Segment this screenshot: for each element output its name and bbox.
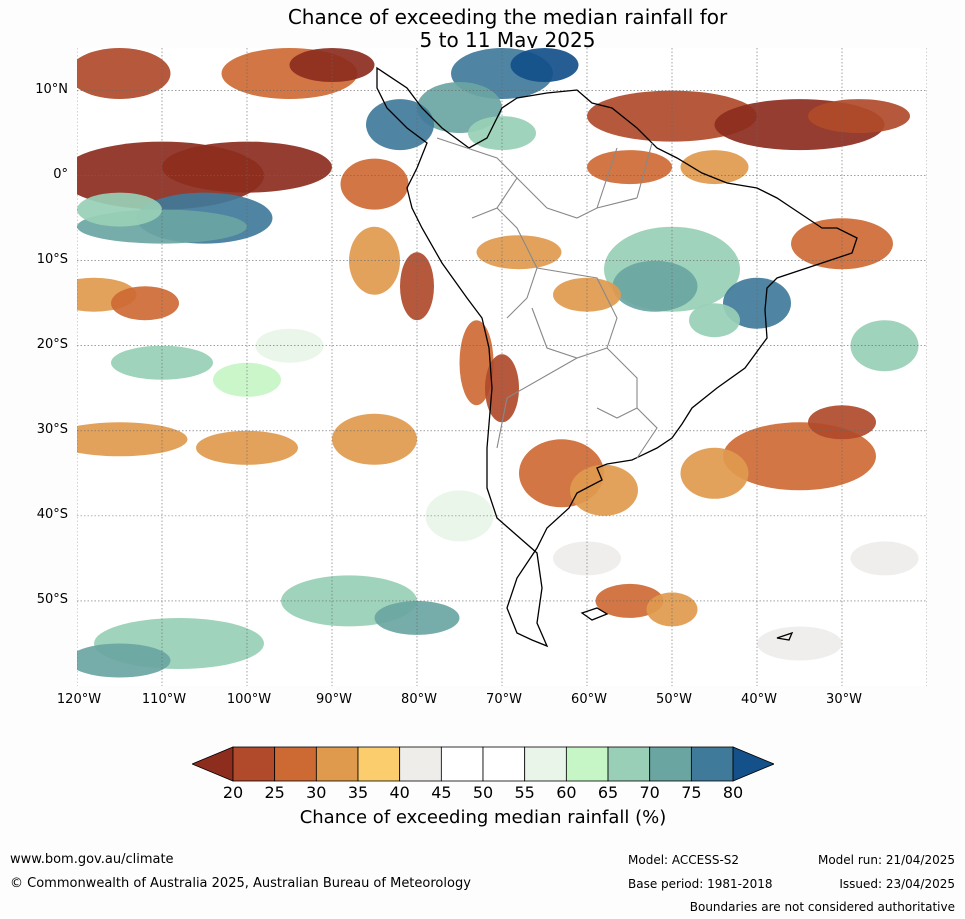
rainfall-patch bbox=[612, 260, 698, 312]
lat-label-10s: 10°S bbox=[36, 252, 68, 267]
rainfall-patch bbox=[689, 303, 740, 338]
rainfall-patch bbox=[77, 48, 171, 99]
colorbar-tick-label: 65 bbox=[597, 783, 619, 802]
rainfall-patch bbox=[680, 447, 749, 499]
lat-label-20s: 20°S bbox=[36, 337, 68, 352]
colorbar-segment bbox=[357, 746, 401, 782]
rainfall-patch bbox=[111, 286, 179, 321]
lat-label-0: 0° bbox=[53, 167, 68, 182]
footer-website[interactable]: www.bom.gov.au/climate bbox=[10, 852, 174, 867]
rainfall-patch bbox=[570, 464, 638, 516]
rainfall-patch bbox=[723, 422, 876, 491]
rainfall-patch bbox=[476, 235, 562, 270]
rainfall-patch bbox=[808, 99, 910, 134]
footer-disclaimer: Boundaries are not considered authoritat… bbox=[689, 900, 955, 914]
rainfall-patch bbox=[680, 150, 749, 185]
rainfall-patch bbox=[374, 600, 460, 635]
colorbar-segment bbox=[607, 746, 651, 782]
footer-copyright: © Commonwealth of Australia 2025, Austra… bbox=[10, 876, 471, 891]
colorbar-segment bbox=[524, 746, 567, 782]
colorbar-low-arrow bbox=[192, 746, 234, 782]
colorbar-segment bbox=[690, 746, 734, 782]
rainfall-patch bbox=[340, 158, 409, 210]
title-line-1: Chance of exceeding the median rainfall … bbox=[287, 5, 728, 29]
footer-model-run: Model run: 21/04/2025 bbox=[817, 853, 955, 867]
rainfall-patch bbox=[757, 626, 842, 661]
colorbar-segment bbox=[565, 746, 609, 782]
lon-label-30w: 30°W bbox=[826, 692, 862, 707]
colorbar-tick-label: 35 bbox=[347, 783, 369, 802]
colorbar-label: Chance of exceeding median rainfall (%) bbox=[299, 807, 667, 828]
rainfall-patch bbox=[510, 48, 579, 82]
rainfall-patch bbox=[77, 643, 171, 678]
title-line-2: 5 to 11 May 2025 bbox=[419, 28, 596, 52]
colorbar-tick-label: 75 bbox=[681, 783, 702, 802]
footer-model: Model: ACCESS-S2 bbox=[628, 853, 740, 867]
colorbar-segment bbox=[482, 746, 526, 782]
footer-base-period: Base period: 1981-2018 bbox=[628, 877, 773, 891]
rainfall-patch bbox=[77, 192, 162, 227]
lon-label-100w: 100°W bbox=[226, 692, 272, 707]
rainfall-patch bbox=[553, 277, 621, 312]
colorbar-segment bbox=[649, 746, 692, 782]
colorbar-tick-label: 50 bbox=[472, 783, 494, 802]
rainfall-patch bbox=[111, 345, 213, 380]
rainfall-patch bbox=[791, 218, 893, 270]
lon-label-50w: 50°W bbox=[656, 692, 692, 707]
rainfall-patch bbox=[459, 320, 494, 406]
colorbar-tick-label: 45 bbox=[431, 783, 452, 802]
lon-label-80w: 80°W bbox=[401, 692, 437, 707]
rainfall-patch bbox=[850, 320, 919, 372]
rainfall-patch bbox=[255, 328, 324, 363]
footer-issued: Issued: 23/04/2025 bbox=[839, 877, 955, 891]
colorbar-tick-label: 30 bbox=[306, 783, 327, 802]
rainfall-patch bbox=[850, 541, 919, 576]
colorbar-segment bbox=[315, 746, 359, 782]
falkland-islands bbox=[580, 607, 609, 621]
colorbar-tick-label: 55 bbox=[514, 783, 535, 802]
rainfall-patch bbox=[77, 422, 188, 457]
lon-label-90w: 90°W bbox=[316, 692, 352, 707]
rainfall-patch bbox=[587, 90, 757, 142]
rainfall-patch bbox=[808, 405, 876, 440]
rainfall-patch bbox=[289, 48, 375, 82]
rainfall-map-svg bbox=[77, 48, 927, 686]
colorbar-segment bbox=[399, 746, 442, 782]
colorbar-segment bbox=[232, 746, 276, 782]
rainfall-patch bbox=[587, 150, 672, 185]
lat-label-30s: 30°S bbox=[36, 422, 68, 437]
colorbar-segment bbox=[440, 746, 484, 782]
lon-label-120w: 120°W bbox=[56, 692, 102, 707]
colorbar-tick-label: 40 bbox=[389, 783, 410, 802]
south-georgia bbox=[776, 631, 794, 641]
colorbar bbox=[192, 746, 774, 782]
rainfall-map bbox=[77, 48, 927, 686]
rainfall-patch bbox=[332, 413, 417, 465]
rainfall-patch bbox=[366, 99, 434, 151]
lat-label-40s: 40°S bbox=[36, 507, 68, 522]
lat-label-50s: 50°S bbox=[36, 592, 68, 607]
south-america-coastline bbox=[376, 66, 858, 648]
colorbar-tick-label: 80 bbox=[722, 783, 744, 802]
colorbar-segment bbox=[274, 746, 317, 782]
colorbar-tick-label: 70 bbox=[639, 783, 660, 802]
lat-label-10n: 10°N bbox=[35, 82, 68, 97]
lon-label-60w: 60°W bbox=[571, 692, 607, 707]
rainfall-patch bbox=[587, 337, 672, 389]
lon-label-40w: 40°W bbox=[741, 692, 777, 707]
colorbar-high-arrow bbox=[732, 746, 774, 782]
rainfall-patch bbox=[553, 541, 621, 576]
map-title: Chance of exceeding the median rainfall … bbox=[0, 6, 965, 52]
colorbar-tick-label: 20 bbox=[222, 783, 244, 802]
colorbar-tick-label: 60 bbox=[556, 783, 577, 802]
rainfall-patch bbox=[723, 277, 791, 329]
lon-label-110w: 110°W bbox=[141, 692, 187, 707]
lon-label-70w: 70°W bbox=[486, 692, 522, 707]
rainfall-patch bbox=[213, 362, 281, 397]
colorbar-tick-label: 25 bbox=[264, 783, 285, 802]
